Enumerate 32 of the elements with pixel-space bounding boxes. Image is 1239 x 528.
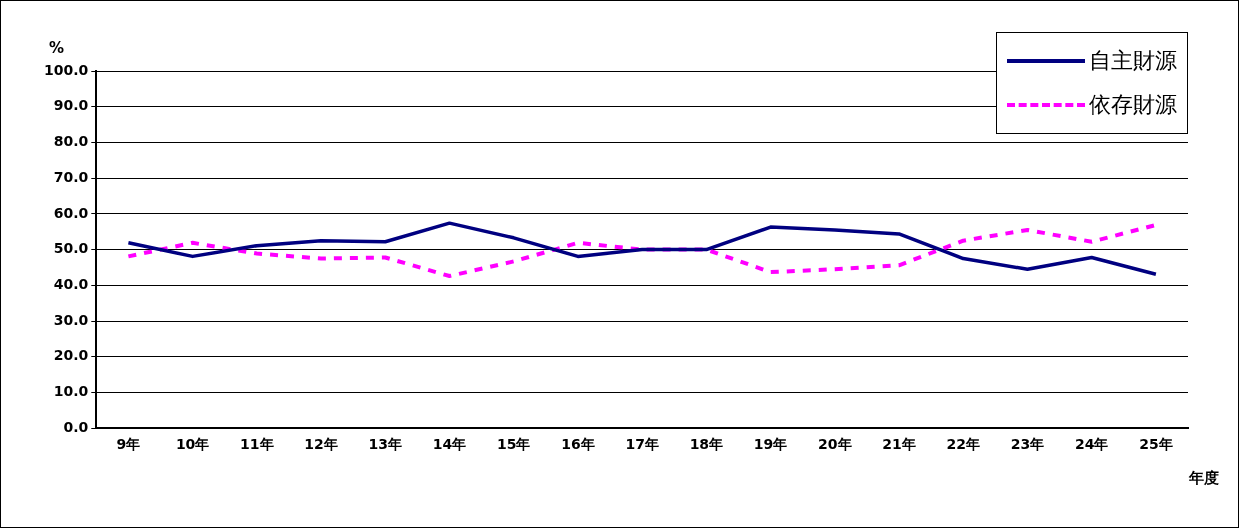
x-tick-label: 25年: [1139, 436, 1173, 453]
x-tick-label: 13年: [368, 436, 403, 453]
y-tick-label: 100.0: [43, 61, 89, 78]
x-tick-label: 10年: [175, 436, 210, 453]
y-tick-label: 70.0: [53, 168, 89, 185]
x-tick-label: 18年: [689, 436, 724, 453]
y-tick-label: 90.0: [53, 97, 89, 114]
x-tick-label: 11年: [240, 436, 274, 453]
x-tick-label: 14年: [432, 436, 467, 453]
x-tick-label: 20年: [818, 436, 852, 453]
x-tick-label: 24年: [1074, 436, 1109, 453]
y-tick-label: 50.0: [53, 240, 89, 257]
x-tick-label: 23年: [1010, 436, 1045, 453]
y-tick-label: 30.0: [53, 311, 89, 328]
y-tick-label: 60.0: [53, 204, 89, 221]
x-tick-label: 16年: [561, 436, 595, 453]
x-tick-label: 21年: [882, 436, 916, 453]
x-tick-label: 9年: [116, 436, 141, 453]
x-tick-label: 15年: [496, 436, 531, 453]
y-axis-title: %: [49, 39, 65, 57]
legend-label: 自主財源: [1089, 47, 1177, 75]
x-axis-title: 年度: [1189, 469, 1219, 488]
x-tick-label: 12年: [304, 436, 338, 453]
x-tick-label: 19年: [753, 436, 788, 453]
y-tick-label: 0.0: [63, 418, 89, 435]
y-tick-label: 20.0: [53, 347, 89, 364]
y-tick-label: 10.0: [53, 383, 89, 400]
x-tick-label: 22年: [946, 436, 980, 453]
x-tick-label: 17年: [625, 436, 659, 453]
legend-label: 依存財源: [1089, 91, 1177, 119]
y-tick-label: 80.0: [53, 133, 89, 150]
y-tick-label: 40.0: [53, 275, 89, 292]
